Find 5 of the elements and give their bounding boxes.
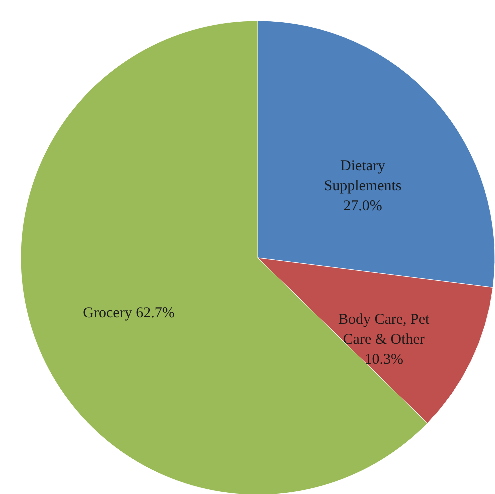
slice-label: Dietary Supplements — [324, 158, 402, 194]
slice-label: Body Care, Pet Care & Other — [338, 312, 431, 348]
data-label: 27.0% — [344, 198, 382, 214]
slice-label: Grocery 62.7% — [83, 305, 175, 322]
data-label: 10.3% — [364, 352, 404, 368]
